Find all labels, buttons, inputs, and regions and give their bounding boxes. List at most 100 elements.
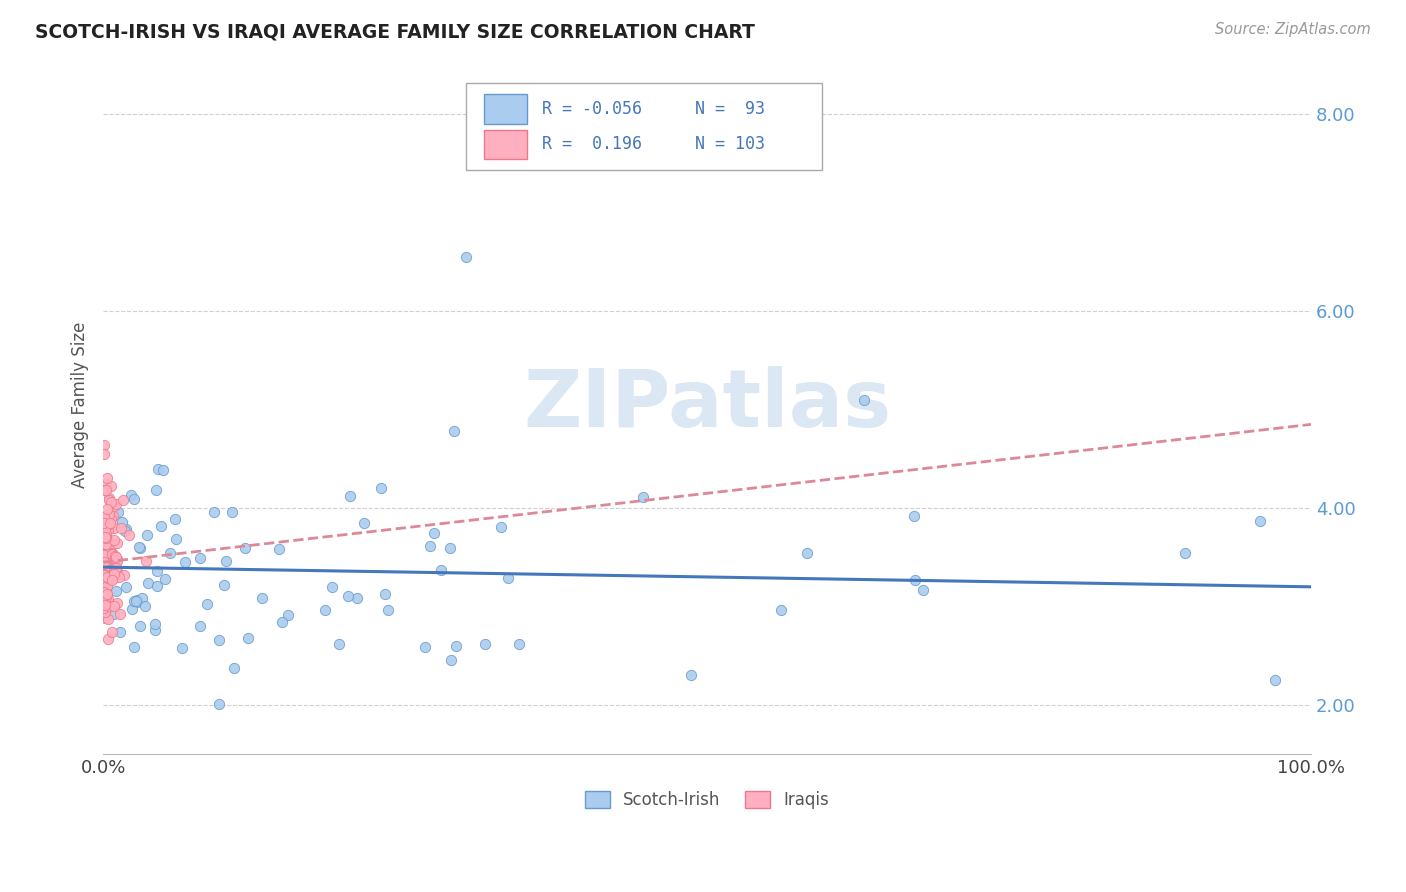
Point [96, 552, 118, 566]
Point [145, 564, 167, 578]
Point [97, 571, 120, 585]
Point [105, 564, 128, 578]
Point [93, 447, 115, 461]
Point [93, 438, 115, 452]
Point [103, 508, 125, 523]
Point [267, 541, 290, 556]
Point [111, 515, 134, 529]
Point [93, 568, 115, 582]
Point [120, 488, 142, 502]
Point [440, 652, 463, 666]
Point [94, 590, 117, 604]
Point [96, 587, 118, 601]
Point [98, 543, 121, 558]
Point [314, 603, 336, 617]
Point [105, 551, 128, 566]
Point [143, 624, 166, 638]
Point [159, 545, 181, 559]
Point [93, 529, 115, 543]
Point [136, 528, 159, 542]
Point [904, 573, 927, 587]
Point [101, 550, 124, 565]
Point [104, 497, 127, 511]
Point [202, 506, 225, 520]
Point [439, 541, 461, 555]
Point [150, 519, 173, 533]
Point [94, 581, 117, 595]
Point [174, 555, 197, 569]
Point [94, 611, 117, 625]
Point [105, 596, 128, 610]
Point [112, 568, 135, 582]
Point [128, 619, 150, 633]
Point [221, 505, 243, 519]
Point [188, 618, 211, 632]
Point [422, 526, 444, 541]
Point [208, 632, 231, 647]
Point [631, 490, 654, 504]
Point [165, 532, 187, 546]
Point [96, 501, 118, 516]
Point [105, 535, 128, 549]
Point [679, 668, 702, 682]
Point [94, 537, 117, 551]
Point [117, 527, 139, 541]
Point [104, 584, 127, 599]
Point [94, 526, 117, 541]
Point [97, 599, 120, 614]
Point [277, 608, 299, 623]
Text: R = -0.056: R = -0.056 [541, 100, 641, 118]
Point [93, 577, 115, 591]
Point [496, 572, 519, 586]
Point [93, 523, 115, 537]
Point [104, 562, 127, 576]
Text: SCOTCH-IRISH VS IRAQI AVERAGE FAMILY SIZE CORRELATION CHART: SCOTCH-IRISH VS IRAQI AVERAGE FAMILY SIZ… [35, 22, 755, 41]
Text: ZIPatlas: ZIPatlas [523, 366, 891, 443]
Point [103, 565, 125, 579]
Point [93, 516, 115, 531]
Point [489, 520, 512, 534]
Point [270, 615, 292, 630]
Point [97, 515, 120, 529]
Point [108, 625, 131, 640]
Point [97, 516, 120, 531]
Point [105, 561, 128, 575]
Point [103, 533, 125, 548]
Point [96, 531, 118, 545]
Point [143, 616, 166, 631]
Point [321, 580, 343, 594]
Point [190, 550, 212, 565]
Point [93, 574, 115, 588]
Point [98, 550, 121, 565]
Point [96, 585, 118, 599]
Point [121, 602, 143, 616]
Point [98, 491, 121, 505]
Point [454, 250, 477, 264]
Point [446, 639, 468, 653]
Point [93, 568, 115, 582]
Point [1174, 546, 1197, 560]
Point [146, 578, 169, 592]
Point [94, 582, 117, 597]
Point [770, 602, 793, 616]
Point [94, 530, 117, 544]
Point [105, 554, 128, 568]
Point [105, 566, 128, 581]
Point [100, 573, 122, 587]
Point [233, 541, 256, 555]
Point [103, 599, 125, 614]
Point [125, 595, 148, 609]
Point [145, 483, 167, 497]
Point [96, 531, 118, 545]
Point [214, 578, 236, 592]
Legend: Scotch-Irish, Iraqis: Scotch-Irish, Iraqis [578, 784, 837, 816]
Point [195, 598, 218, 612]
Point [103, 567, 125, 582]
Point [100, 495, 122, 509]
Point [93, 555, 115, 569]
Point [93, 533, 115, 548]
Point [103, 607, 125, 622]
Point [93, 601, 115, 615]
Point [155, 573, 177, 587]
FancyBboxPatch shape [484, 95, 527, 124]
